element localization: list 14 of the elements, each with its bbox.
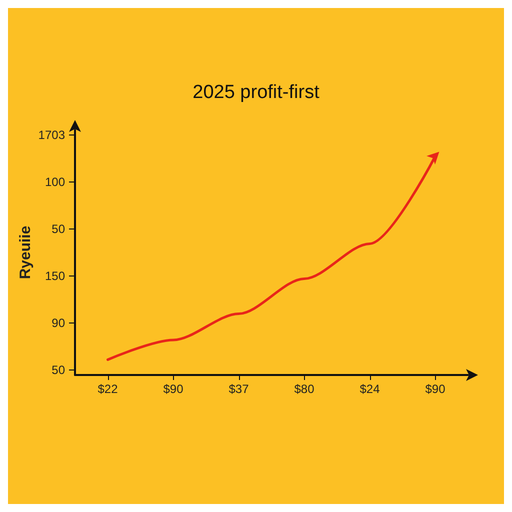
- x-tick-label: $24: [360, 382, 380, 396]
- x-tick-label: $37: [228, 382, 250, 396]
- x-tick-label: $22: [98, 382, 118, 396]
- x-tick-label: $90: [163, 382, 184, 396]
- x-tick-label: $80: [294, 382, 315, 396]
- text: 150: [44, 269, 66, 283]
- chart-title: 2025 profit-first: [192, 82, 320, 103]
- y-axis-title: Ryeuiie: [17, 226, 34, 280]
- text: 90: [52, 316, 66, 330]
- text: 50: [52, 363, 66, 377]
- text: 50: [52, 222, 66, 236]
- text: 100: [44, 175, 66, 189]
- text: 1703: [38, 128, 66, 142]
- x-tick-label: $90: [425, 382, 446, 396]
